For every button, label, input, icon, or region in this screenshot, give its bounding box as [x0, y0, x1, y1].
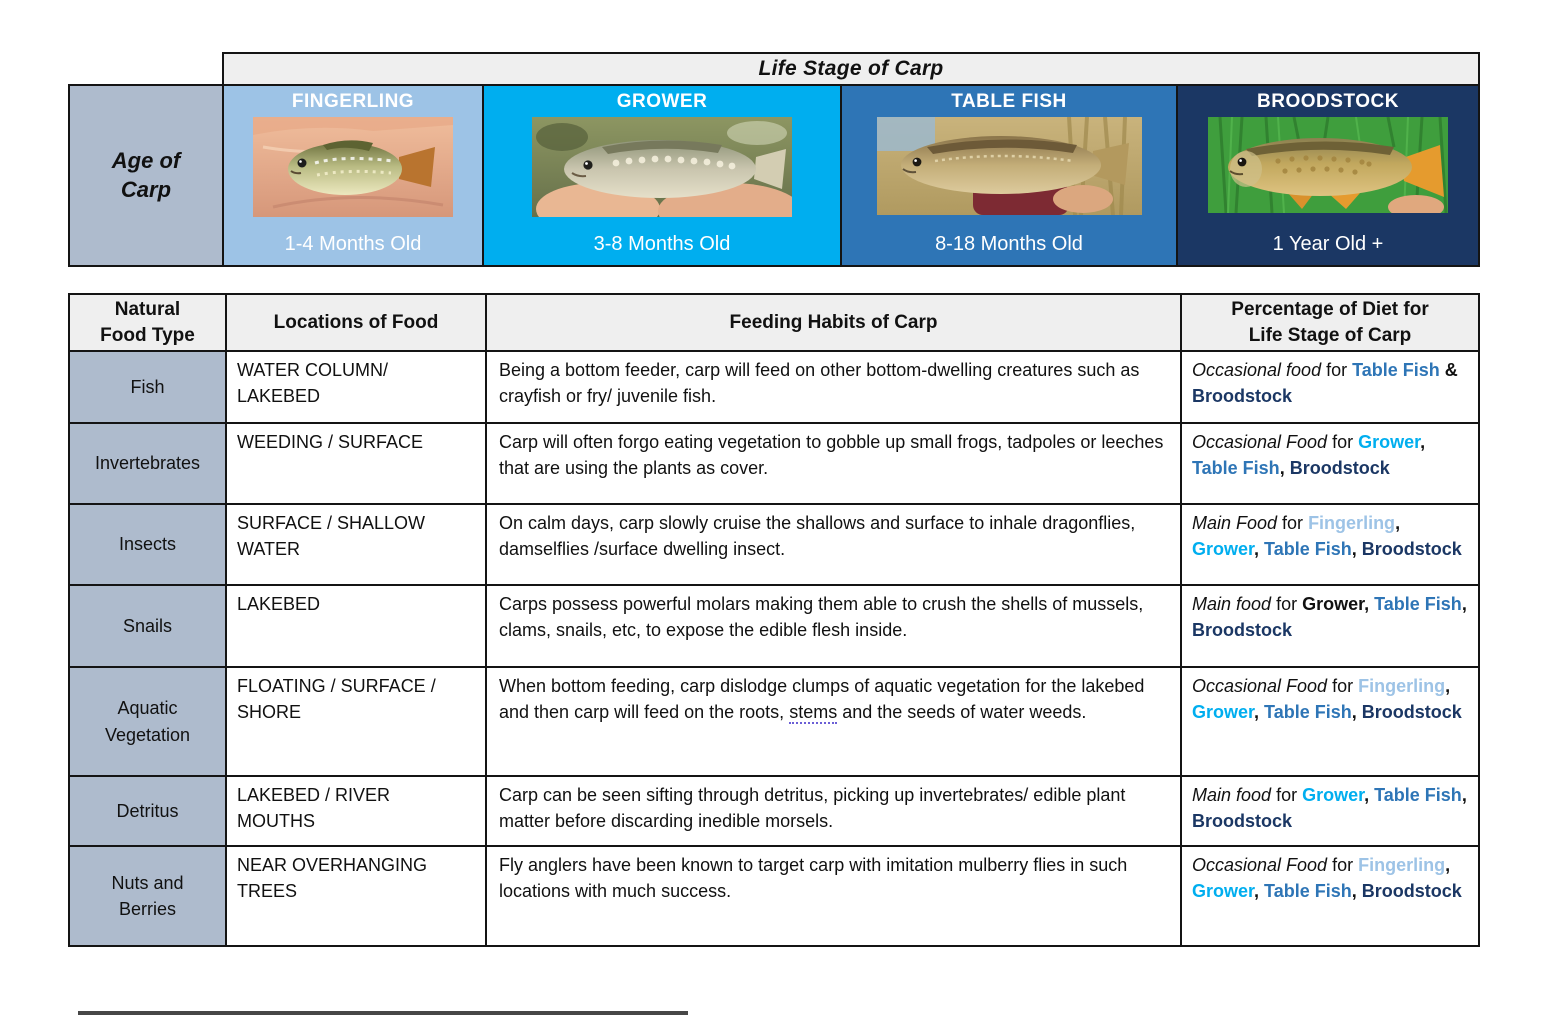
feeding-habit-cell: Being a bottom feeder, carp will feed on…	[487, 352, 1180, 422]
column-header-food-type: Natural Food Type	[70, 295, 225, 350]
location-cell: SURFACE / SHALLOW WATER	[227, 505, 485, 584]
stage-age-label: 8-18 Months Old	[935, 233, 1083, 255]
stage-name-label: GROWER	[616, 91, 708, 112]
diet-cell: Main Food for Fingerling, Grower, Table …	[1182, 505, 1478, 584]
column-header-feeding-habits: Feeding Habits of Carp	[487, 295, 1180, 350]
feeding-habit-cell: Carp will often forgo eating vegetation …	[487, 424, 1180, 503]
window-edge-artifact	[78, 1011, 688, 1015]
location-cell: LAKEBED	[227, 586, 485, 666]
location-cell: WATER COLUMN/ LAKEBED	[227, 352, 485, 422]
location-cell: LAKEBED / RIVER MOUTHS	[227, 777, 485, 845]
stage-name-label: FINGERLING	[291, 91, 415, 112]
life-stage-columns: FINGERLING	[224, 86, 1478, 265]
life-stage-table-title: Life Stage of Carp	[224, 54, 1478, 86]
food-type-cell: Detritus	[70, 777, 225, 845]
diet-cell: Main food for Grower, Table Fish, Broods…	[1182, 586, 1478, 666]
diet-cell: Occasional food for Table Fish & Broodst…	[1182, 352, 1478, 422]
diet-cell: Occasional Food for Grower, Table Fish, …	[1182, 424, 1478, 503]
feeding-habit-cell: When bottom feeding, carp dislodge clump…	[487, 668, 1180, 775]
food-type-cell: Insects	[70, 505, 225, 584]
column-header-locations: Locations of Food	[227, 295, 485, 350]
stage-name-label: BROODSTOCK	[1257, 91, 1399, 112]
stage-age-label: 1 Year Old +	[1272, 233, 1384, 255]
feeding-habit-cell: On calm days, carp slowly cruise the sha…	[487, 505, 1180, 584]
diet-cell: Main food for Grower, Table Fish, Broods…	[1182, 777, 1478, 845]
column-header-diet-percentage: Percentage of Diet for Life Stage of Car…	[1182, 295, 1478, 350]
food-type-cell: Fish	[70, 352, 225, 422]
grower-carp-photo	[532, 117, 792, 217]
age-of-carp-header-cell: Age of Carp	[68, 84, 224, 267]
feeding-habit-cell: Carps possess powerful molars making the…	[487, 586, 1180, 666]
stage-column-table-fish: TABLE FISH	[842, 86, 1178, 265]
stage-age-label: 3-8 Months Old	[593, 233, 731, 255]
feeding-habit-cell: Fly anglers have been known to target ca…	[487, 847, 1180, 945]
location-cell: NEAR OVERHANGING TREES	[227, 847, 485, 945]
stage-name-label: TABLE FISH	[951, 91, 1067, 112]
life-stage-table: Life Stage of Carp FINGERLING	[222, 52, 1480, 267]
diet-cell: Occasional Food for Fingerling, Grower, …	[1182, 847, 1478, 945]
stage-column-broodstock: BROODSTOCK	[1178, 86, 1478, 265]
location-cell: FLOATING / SURFACE / SHORE	[227, 668, 485, 775]
diet-cell: Occasional Food for Fingerling, Grower, …	[1182, 668, 1478, 775]
location-cell: WEEDING / SURFACE	[227, 424, 485, 503]
broodstock-carp-photo	[1208, 117, 1448, 213]
stage-column-fingerling: FINGERLING	[224, 86, 484, 265]
food-type-cell: Invertebrates	[70, 424, 225, 503]
food-type-cell: Aquatic Vegetation	[70, 668, 225, 775]
fingerling-carp-photo	[253, 117, 453, 217]
food-type-cell: Nuts and Berries	[70, 847, 225, 945]
stage-column-grower: GROWER	[484, 86, 842, 265]
food-table: Natural Food Type Locations of Food Feed…	[68, 293, 1480, 947]
food-type-cell: Snails	[70, 586, 225, 666]
table-fish-carp-photo	[876, 117, 1142, 215]
feeding-habit-cell: Carp can be seen sifting through detritu…	[487, 777, 1180, 845]
stage-age-label: 1-4 Months Old	[284, 233, 422, 255]
